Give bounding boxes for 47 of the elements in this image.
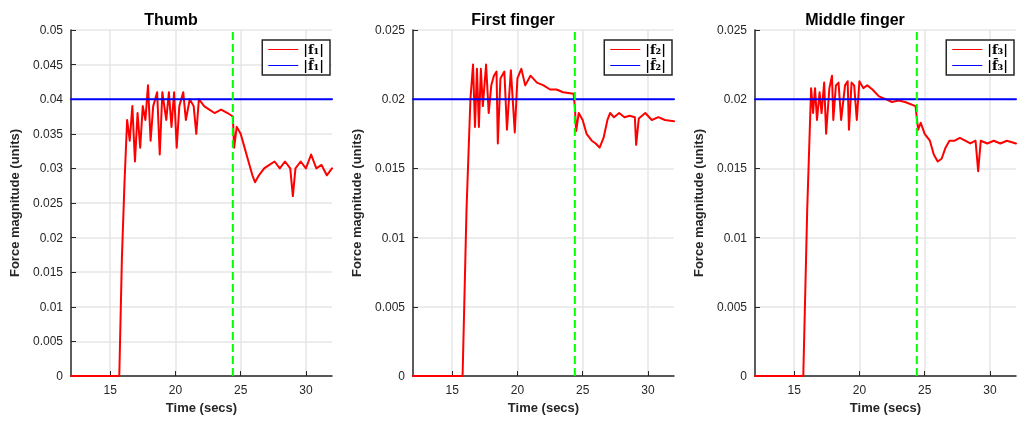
y-tick-label: 0.02	[381, 92, 406, 107]
legend-label: |f₂|	[645, 42, 667, 57]
y-axis-title: Force magnitude (units)	[349, 128, 364, 278]
y-tick-label: 0.03	[39, 161, 64, 176]
x-axis-title: Time (secs)	[507, 399, 580, 415]
x-tick-label: 25	[917, 383, 932, 397]
chart-title: First finger	[471, 10, 555, 28]
y-axis-title: Force magnitude (units)	[7, 128, 22, 278]
y-tick-label: 0.005	[32, 334, 64, 349]
y-tick-label: 0.02	[723, 92, 748, 107]
y-tick-label: 0.01	[39, 299, 64, 314]
y-tick-label: 0.015	[32, 265, 64, 280]
x-tick-label: 25	[233, 383, 248, 397]
y-tick-label: 0	[56, 369, 64, 383]
y-tick-label: 0.04	[39, 92, 64, 107]
y-tick-label: 0.05	[39, 23, 64, 37]
x-tick-label: 30	[299, 383, 313, 397]
chart-title: Middle finger	[805, 10, 905, 28]
y-axis-title: Force magnitude (units)	[691, 128, 706, 278]
x-tick-label: 20	[510, 383, 525, 397]
y-tick-label: 0.035	[32, 126, 64, 141]
x-tick-label: 15	[103, 383, 118, 397]
x-tick-label: 25	[575, 383, 590, 397]
y-tick-label: 0.005	[374, 299, 406, 314]
y-tick-label: 0.015	[374, 161, 406, 176]
y-tick-label: 0	[398, 369, 406, 383]
x-tick-label: 30	[641, 383, 655, 397]
y-tick-label: 0.005	[716, 299, 748, 314]
y-tick-label: 0.025	[716, 23, 748, 37]
y-tick-label: 0.045	[32, 57, 64, 72]
legend-label: |f₃|	[987, 42, 1009, 57]
x-tick-label: 20	[852, 383, 867, 397]
chart-title: Thumb	[144, 10, 198, 28]
y-tick-label: 0.01	[723, 230, 748, 245]
y-tick-label: 0.025	[374, 23, 406, 37]
x-axis-title: Time (secs)	[165, 399, 238, 415]
y-tick-label: 0	[740, 369, 748, 383]
y-tick-label: 0.01	[381, 230, 406, 245]
x-tick-label: 15	[787, 383, 802, 397]
y-tick-label: 0.02	[39, 230, 64, 245]
x-tick-label: 20	[168, 383, 183, 397]
x-axis-title: Time (secs)	[849, 399, 922, 415]
y-tick-label: 0.025	[32, 196, 64, 210]
legend-label: |f₁|	[303, 42, 325, 57]
y-tick-label: 0.015	[716, 161, 748, 176]
x-tick-label: 30	[983, 383, 997, 397]
x-tick-label: 15	[445, 383, 460, 397]
